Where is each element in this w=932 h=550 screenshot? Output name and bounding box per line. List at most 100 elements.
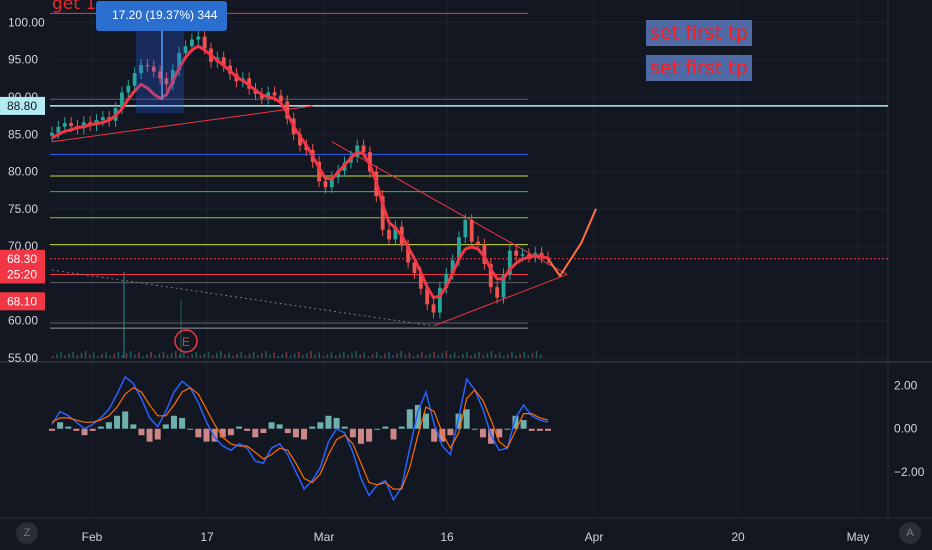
macd-pane <box>49 375 551 502</box>
auto-scale-button[interactable]: A <box>899 522 921 544</box>
price-tick-label: 60.00 <box>8 314 38 328</box>
macd-histogram-bar <box>406 409 413 429</box>
target-label: get 1 <box>52 0 96 14</box>
candle-body <box>323 181 328 188</box>
macd-histogram-bar <box>268 422 275 429</box>
volume-bar <box>343 351 345 358</box>
time-tick-label: 17 <box>200 530 214 544</box>
price-badge <box>0 265 45 284</box>
macd-histogram-bar <box>463 409 470 429</box>
volume-bar <box>195 352 197 358</box>
projection-line[interactable] <box>547 208 597 277</box>
macd-histogram-bar <box>520 420 527 429</box>
candle-body <box>151 66 156 72</box>
macd-histogram-bar <box>357 428 364 444</box>
macd-histogram-bar <box>325 415 332 429</box>
volume-bar <box>310 351 312 358</box>
trendline[interactable] <box>51 269 434 327</box>
earnings-event-marker[interactable] <box>174 329 198 353</box>
candle-body <box>520 254 525 256</box>
macd-histogram-bar <box>89 428 96 431</box>
macd-histogram-bar <box>73 428 80 431</box>
macd-line <box>51 375 549 502</box>
moving-average-series <box>51 44 549 300</box>
candle-body <box>488 264 493 288</box>
macd-histogram-bar <box>479 428 486 438</box>
volume-bar <box>80 353 83 358</box>
candle-body <box>100 117 105 121</box>
macd-tick-label: −2.00 <box>894 465 925 479</box>
time-axis[interactable]: Feb 17 Mar 16 Apr 20 May <box>82 530 870 544</box>
volume-bar <box>257 355 259 358</box>
volume-bar <box>388 351 390 358</box>
macd-histogram-bar <box>170 415 177 429</box>
volume-bar <box>175 351 177 358</box>
measure-tooltip-text: 17.20 (19.37%) 344 <box>112 8 218 22</box>
volume-bar <box>166 355 169 358</box>
volume-bar <box>466 352 468 358</box>
macd-histogram-bar <box>211 428 218 442</box>
volume-bar <box>470 355 472 358</box>
macd-histogram-bar <box>349 428 356 438</box>
candle-body <box>514 250 519 256</box>
volume-bar <box>207 351 210 358</box>
volume-bar <box>359 354 361 358</box>
volume-bar <box>523 351 525 358</box>
volume-bar <box>138 352 140 358</box>
volume-bar <box>515 355 517 358</box>
macd-histogram-bar <box>528 428 535 431</box>
volume-bar <box>101 354 103 358</box>
volume-bar <box>298 351 300 358</box>
candle-body <box>196 36 201 40</box>
time-tick-label: Apr <box>585 530 604 544</box>
time-tick-label: May <box>847 530 870 544</box>
trendline[interactable] <box>51 105 313 143</box>
candle-body <box>418 272 423 289</box>
projection-path[interactable] <box>547 208 597 277</box>
volume-bar <box>293 353 296 358</box>
macd-histogram-bar <box>276 424 283 429</box>
volume-bar <box>269 354 271 358</box>
candle-body <box>539 252 544 258</box>
volume-bar <box>52 356 54 358</box>
macd-histogram-bar <box>512 415 519 429</box>
volume-bar <box>433 351 435 358</box>
macd-histogram-bar <box>414 404 421 429</box>
trendline[interactable] <box>433 274 568 327</box>
volume-bar <box>302 355 304 358</box>
signal-line <box>51 386 549 490</box>
volume-bar <box>125 353 128 358</box>
volume-bar <box>72 351 74 358</box>
volume-bar <box>93 352 95 358</box>
volume-bar <box>416 354 419 358</box>
macd-histogram-bar <box>284 428 291 434</box>
macd-histogram-bar <box>146 428 153 442</box>
candle-body <box>145 64 150 67</box>
volume-bar <box>109 355 111 358</box>
macd-histogram-bar <box>431 428 438 442</box>
candle-body <box>476 241 480 245</box>
volume-bar <box>113 353 115 358</box>
volume-bar <box>265 351 267 358</box>
timezone-button[interactable]: Z <box>16 522 38 544</box>
volume-bar <box>88 354 91 358</box>
candle-body <box>495 287 500 298</box>
macd-histogram-bar <box>130 424 137 429</box>
volume-bar <box>129 351 132 358</box>
volume-bar <box>56 354 58 358</box>
candle-body <box>361 145 366 153</box>
volume-bar <box>224 354 226 358</box>
macd-histogram-bar <box>57 422 64 429</box>
volume-bar <box>277 356 279 358</box>
volume-bar <box>318 352 320 358</box>
volume-bar <box>511 352 513 358</box>
note-set-first-tp-2[interactable]: set first tp <box>646 55 752 81</box>
volume-bar <box>519 353 521 358</box>
candle-body <box>120 92 124 109</box>
volume-bar <box>375 352 378 358</box>
volume-bar <box>97 356 99 358</box>
macd-histogram-bar <box>317 422 324 429</box>
note-set-first-tp-1[interactable]: set first tp <box>646 20 752 46</box>
volume-bar <box>199 355 202 358</box>
